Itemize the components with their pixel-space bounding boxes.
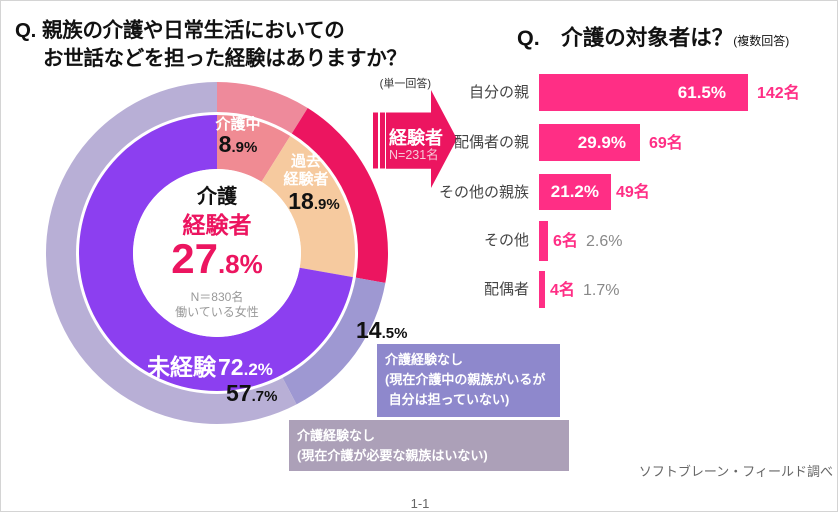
svg-text:14.5%: 14.5% <box>356 317 407 343</box>
svg-text:61.5%: 61.5% <box>678 83 726 102</box>
svg-text:69名: 69名 <box>649 133 683 152</box>
svg-text:142名: 142名 <box>757 83 800 102</box>
svg-text:その他の親族: その他の親族 <box>439 184 529 201</box>
svg-text:49名: 49名 <box>616 182 650 201</box>
svg-text:N＝830名: N＝830名 <box>191 289 244 304</box>
svg-text:配偶者: 配偶者 <box>484 281 529 298</box>
svg-text:4名: 4名 <box>550 280 575 299</box>
svg-text:配偶者の親: 配偶者の親 <box>454 134 529 151</box>
svg-text:1.7%: 1.7% <box>583 282 619 299</box>
svg-text:過去: 過去 <box>290 152 321 170</box>
svg-text:2.6%: 2.6% <box>586 233 622 250</box>
svg-text:介護: 介護 <box>196 184 238 208</box>
svg-text:その他: その他 <box>484 232 529 249</box>
svg-text:21.2%: 21.2% <box>551 182 599 201</box>
svg-text:6名: 6名 <box>553 231 578 250</box>
svg-text:29.9%: 29.9% <box>578 133 626 152</box>
svg-text:自分の親: 自分の親 <box>469 84 529 101</box>
svg-text:経験者: 経験者 <box>283 170 328 188</box>
svg-text:働いている女性: 働いている女性 <box>175 304 259 319</box>
